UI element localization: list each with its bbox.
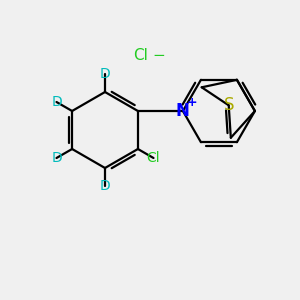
- Text: S: S: [224, 96, 234, 114]
- Text: D: D: [100, 67, 110, 81]
- Text: D: D: [51, 151, 62, 165]
- Text: Cl: Cl: [147, 151, 160, 165]
- Text: D: D: [51, 95, 62, 109]
- Text: −: −: [152, 47, 165, 62]
- Text: N: N: [176, 102, 190, 120]
- Text: +: +: [187, 95, 197, 109]
- Text: Cl: Cl: [133, 47, 148, 62]
- Text: D: D: [100, 179, 110, 193]
